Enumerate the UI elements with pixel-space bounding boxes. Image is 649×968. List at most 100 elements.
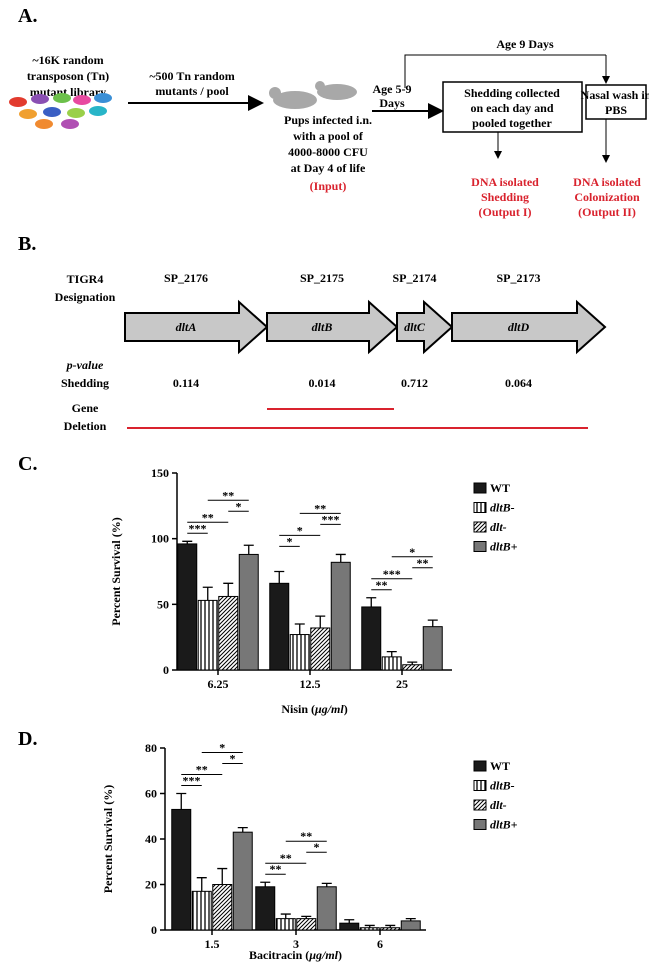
bar — [197, 599, 218, 671]
panel-label: C. — [18, 453, 37, 475]
legend-swatch — [473, 799, 487, 811]
error-bar — [274, 570, 285, 584]
significance-label: ** — [280, 851, 292, 865]
gene-locus: SP_2173 — [496, 271, 540, 285]
error-bar — [176, 792, 187, 810]
significance-label: * — [287, 534, 293, 548]
bar — [339, 922, 360, 931]
significance-label: ** — [417, 556, 429, 570]
bar — [359, 927, 380, 931]
output-1: DNA isolated Shedding (Output I) — [471, 175, 539, 219]
significance-label: * — [219, 741, 225, 755]
error-bar — [315, 615, 326, 628]
gene-arrow — [266, 299, 399, 355]
significance-label: ** — [202, 510, 214, 524]
significance-label: ** — [196, 763, 208, 777]
error-bar — [196, 877, 207, 892]
legend-label: dltB- — [490, 779, 515, 793]
infection-text: Pups infected i.n. with a pool of 4000-800… — [284, 113, 372, 175]
panel-label: B. — [18, 233, 36, 255]
significance-label: * — [409, 545, 415, 559]
pool-text: ~500 Tn random mutants / pool — [149, 69, 234, 98]
gene-name: dltB — [312, 320, 333, 334]
y-tick-label: 60 — [145, 787, 157, 801]
y-tick-label: 20 — [145, 878, 157, 892]
y-axis-title: Percent Survival (%) — [101, 785, 115, 893]
y-tick-label: 0 — [163, 663, 169, 677]
significance-label: *** — [383, 567, 401, 581]
legend-label: WT — [490, 481, 510, 495]
significance-label: ** — [314, 501, 326, 515]
legend-swatch — [473, 819, 487, 830]
mice — [269, 81, 357, 109]
panel-a: A. ~16K random transposon (Tn) mutant libr… — [9, 5, 649, 219]
shedding-label: Shedding — [61, 376, 109, 390]
error-bar — [202, 586, 213, 601]
panel-label: A. — [18, 5, 37, 27]
x-axis-title: Bacitracin (μg/ml) — [249, 948, 342, 962]
bar — [296, 918, 317, 931]
bar — [289, 634, 310, 671]
y-tick-label: 80 — [145, 741, 157, 755]
panel-b: B. TIGR4 Designation p-value Shedding Gen… — [18, 233, 607, 433]
bar — [316, 886, 337, 931]
bar — [171, 808, 192, 931]
mutant-colonies — [9, 93, 112, 129]
error-bar — [182, 540, 193, 544]
shedding-box — [442, 81, 583, 133]
legend-swatch — [473, 502, 487, 513]
gene-locus: SP_2175 — [300, 271, 344, 285]
gene-arrow — [396, 299, 454, 355]
nasal-text: Nasal wash in PBS — [581, 88, 649, 117]
bar — [310, 627, 331, 671]
gene-locus: SP_2176 — [164, 271, 208, 285]
error-bar — [217, 867, 228, 885]
x-tick-label: 3 — [293, 937, 299, 951]
significance-label: ** — [300, 829, 312, 843]
significance-label: ** — [222, 488, 234, 502]
age-range: Age 5-9 Days — [373, 82, 412, 110]
bar — [255, 886, 276, 931]
bar-chart: D. 0 20 40 60 80 Percent Survival (%) Bacitraci… — [18, 728, 518, 962]
deletion-label: Gene Deletion — [64, 401, 107, 433]
error-bar — [427, 619, 438, 627]
designation-label: TIGR4 Designation — [55, 272, 116, 304]
shedding-text: Shedding collected on each day and pooled … — [464, 86, 560, 130]
error-bar — [366, 597, 377, 607]
error-bar — [321, 882, 332, 887]
charts: C. 0 50 100 150 Percent Survival (%) Nisin (μg… — [18, 453, 518, 962]
x-axis-title: Nisin (μg/ml) — [281, 702, 347, 716]
bar — [381, 656, 402, 671]
bar — [402, 664, 423, 671]
x-tick-label: 25 — [396, 677, 408, 691]
bar-chart: C. 0 50 100 150 Percent Survival (%) Nisin (μg… — [18, 453, 518, 716]
legend-swatch — [473, 482, 487, 494]
output-2: DNA isolated Colonization (Output II) — [573, 175, 641, 219]
error-bar — [405, 917, 416, 921]
gene-name: dltA — [176, 320, 197, 334]
age-day: Age 9 Days — [496, 37, 554, 51]
bar — [380, 927, 401, 931]
significance-label: * — [236, 499, 242, 513]
error-bar — [280, 913, 291, 919]
bar — [400, 920, 421, 931]
legend-swatch — [473, 541, 487, 552]
bar — [191, 890, 212, 931]
gene-pvalue: 0.064 — [505, 376, 532, 390]
input-text: (Input) — [310, 179, 347, 193]
significance-label: *** — [183, 774, 201, 788]
legend-swatch — [473, 521, 487, 533]
nasal-box — [585, 84, 647, 120]
x-tick-label: 1.5 — [205, 937, 220, 951]
gene-locus: SP_2174 — [392, 271, 436, 285]
bar — [177, 543, 198, 671]
y-axis-title: Percent Survival (%) — [109, 517, 123, 625]
significance-label: *** — [322, 512, 340, 526]
connector — [404, 54, 606, 88]
error-bar — [301, 915, 312, 919]
error-bar — [364, 924, 375, 928]
legend-label: dltB- — [490, 501, 515, 515]
bar — [330, 561, 351, 671]
error-bar — [385, 924, 396, 928]
